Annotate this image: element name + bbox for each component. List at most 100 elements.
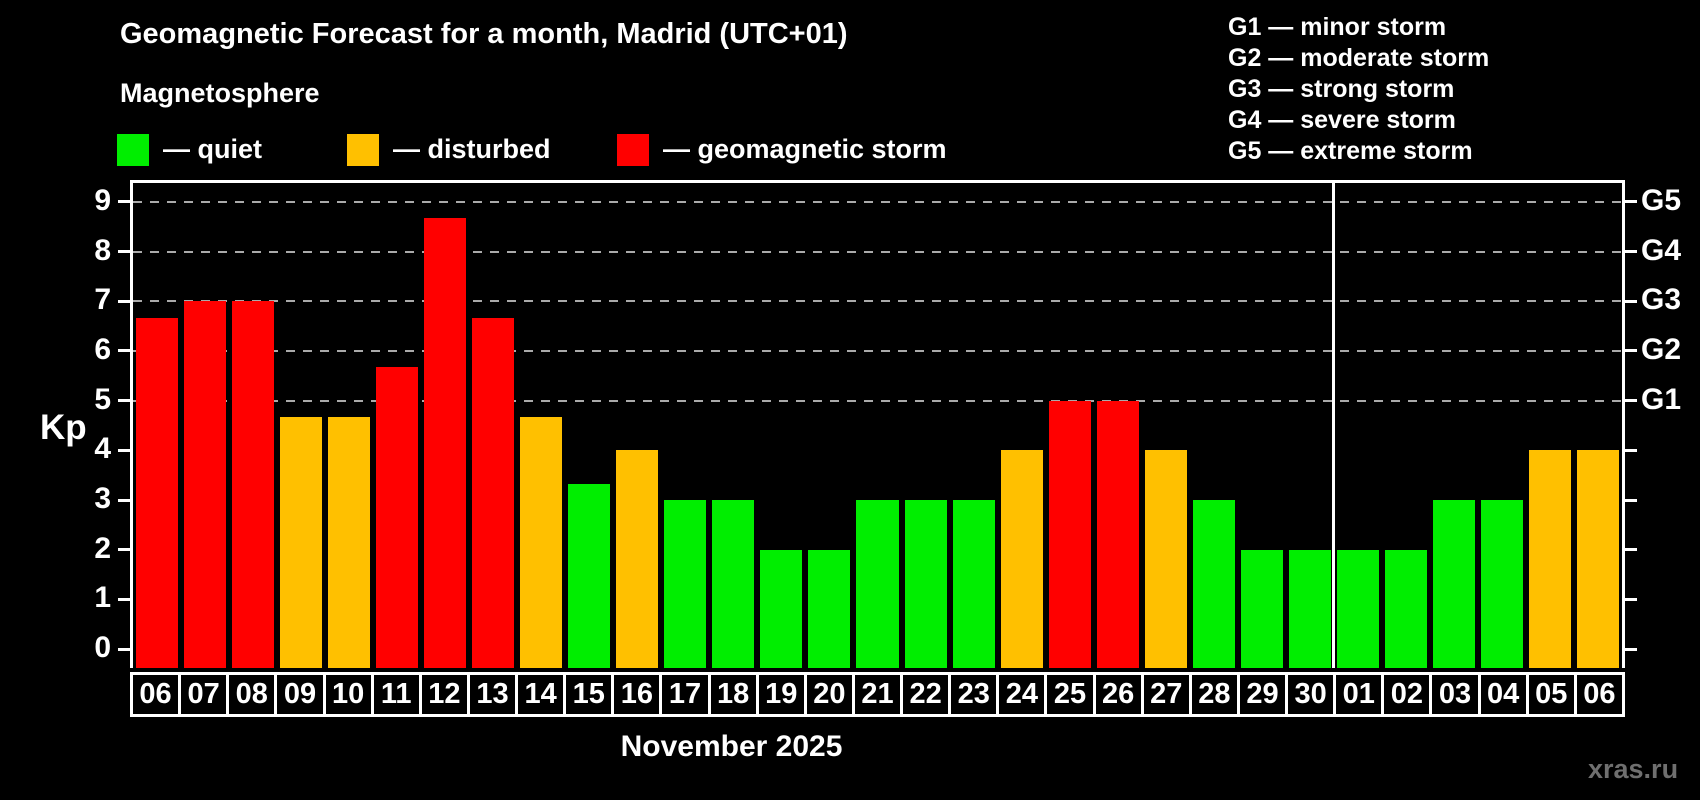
x-label-cell-01-next-month: 01 (1336, 675, 1382, 714)
bar-day-10 (328, 417, 371, 668)
g4-legend-line: G4 — severe storm (1228, 106, 1456, 134)
quiet-color-swatch (117, 133, 149, 166)
left-tick-kp-3 (118, 498, 130, 502)
y-tick-label-2: 2 (94, 531, 111, 565)
right-tick-kp-1 (1625, 597, 1637, 601)
gridline-kp-8 (133, 250, 1622, 253)
y-tick-label-3: 3 (94, 482, 111, 516)
x-label-cell-14: 14 (518, 675, 564, 714)
legend-item-storm: — geomagnetic storm (617, 133, 947, 166)
g-tick-label-G4: G4 (1641, 233, 1682, 267)
legend-item-disturbed: — disturbed (347, 133, 551, 166)
legend-label-storm: — geomagnetic storm (663, 134, 947, 164)
bar-day-23 (952, 500, 995, 668)
x-label-cell-03-next-month: 03 (1432, 675, 1478, 714)
x-label-cell-20: 20 (806, 675, 852, 714)
y-tick-label-9: 9 (94, 183, 111, 217)
y-tick-label-6: 6 (94, 332, 111, 366)
bar-day-18 (712, 500, 755, 668)
bar-day-22 (904, 500, 947, 668)
bar-day-24 (1000, 450, 1043, 668)
g-scale-legend: G1 — minor storm G2 — moderate storm G3 … (1228, 12, 1489, 167)
x-label-cell-12: 12 (421, 675, 467, 714)
x-label-cell-06: 06 (133, 675, 179, 714)
x-label-cell-07: 07 (181, 675, 227, 714)
right-tick-kp-2 (1625, 548, 1637, 552)
bar-day-01-next-month (1336, 549, 1379, 668)
gridline-kp-7 (133, 300, 1622, 303)
plot-area: 0 1 2 3 4 5 G1 6 G2 7 G3 8 G4 9 G5 (94, 180, 1681, 668)
legend-label-quiet: — quiet (163, 134, 262, 164)
g-tick-label-G3: G3 (1641, 283, 1682, 317)
x-label-cell-11: 11 (373, 675, 419, 714)
x-label-cell-09: 09 (277, 675, 323, 714)
x-axis-title: November 2025 (620, 730, 843, 763)
legend-label-disturbed: — disturbed (393, 134, 551, 164)
y-tick-label-0: 0 (94, 631, 111, 665)
left-tick-kp-0 (118, 647, 130, 651)
legend-item-quiet: — quiet (117, 133, 262, 166)
x-label-cell-15: 15 (566, 675, 612, 714)
right-tick-kp-4 (1625, 448, 1637, 452)
x-label-cell-22: 22 (903, 675, 949, 714)
bar-day-08 (232, 301, 275, 668)
right-tick-kp-5 (1625, 399, 1637, 403)
bar-day-03-next-month (1432, 500, 1475, 668)
g-tick-label-G5: G5 (1641, 183, 1682, 217)
bar-day-05-next-month (1528, 450, 1571, 668)
x-label-cell-18: 18 (710, 675, 756, 714)
bar-day-17 (664, 500, 707, 668)
right-tick-kp-9 (1625, 200, 1637, 204)
bar-day-25 (1048, 400, 1091, 668)
x-label-cell-13: 13 (469, 675, 516, 714)
left-tick-kp-4 (118, 448, 130, 452)
x-label-cell-06-next-month: 06 (1576, 675, 1622, 714)
left-tick-kp-7 (118, 299, 130, 303)
right-tick-kp-0 (1625, 647, 1637, 651)
x-label-cell-04-next-month: 04 (1480, 675, 1526, 714)
bar-day-04-next-month (1480, 500, 1523, 668)
bar-day-30 (1288, 549, 1331, 668)
left-tick-kp-2 (118, 548, 130, 552)
g-tick-label-G2: G2 (1641, 332, 1682, 366)
x-label-cell-19: 19 (758, 675, 804, 714)
bar-day-02-next-month (1384, 549, 1427, 668)
y-tick-label-1: 1 (94, 581, 111, 615)
x-label-cell-27: 27 (1143, 675, 1189, 714)
g3-legend-line: G3 — strong storm (1228, 75, 1455, 103)
x-label-cell-08: 08 (229, 675, 275, 714)
y-tick-label-4: 4 (94, 432, 111, 466)
x-label-cell-26: 26 (1095, 675, 1141, 714)
x-label-cell-17: 17 (662, 675, 708, 714)
g5-legend-line: G5 — extreme storm (1228, 137, 1473, 165)
y-tick-label-5: 5 (94, 382, 111, 416)
bar-day-21 (856, 500, 899, 668)
bar-day-06-next-month (1576, 450, 1619, 668)
x-label-cell-24: 24 (999, 675, 1045, 714)
y-tick-label-7: 7 (94, 283, 111, 317)
bar-day-07 (184, 301, 227, 668)
bar-day-09 (280, 417, 323, 668)
x-label-cell-29: 29 (1239, 675, 1286, 714)
x-label-cell-28: 28 (1191, 675, 1237, 714)
bar-day-14 (520, 417, 563, 668)
month-divider-line (1332, 183, 1336, 668)
gridline-kp-5 (133, 399, 1622, 402)
g-tick-label-G1: G1 (1641, 382, 1682, 416)
x-label-cell-30: 30 (1288, 675, 1334, 714)
left-tick-kp-8 (118, 250, 130, 254)
bar-day-12 (424, 218, 467, 668)
bar-day-11 (376, 367, 419, 668)
magnetosphere-label: Magnetosphere (120, 78, 320, 108)
x-label-cell-10: 10 (325, 675, 371, 714)
page-title: Geomagnetic Forecast for a month, Madrid… (120, 18, 848, 50)
left-tick-kp-9 (118, 200, 130, 204)
g2-legend-line: G2 — moderate storm (1228, 44, 1490, 72)
y-tick-label-8: 8 (94, 233, 111, 267)
x-label-cell-23: 23 (951, 675, 997, 714)
bar-day-26 (1096, 400, 1139, 668)
g1-legend-line: G1 — minor storm (1228, 13, 1447, 41)
right-tick-kp-3 (1625, 498, 1637, 502)
storm-color-swatch (617, 133, 649, 166)
bar-day-29 (1240, 549, 1283, 668)
